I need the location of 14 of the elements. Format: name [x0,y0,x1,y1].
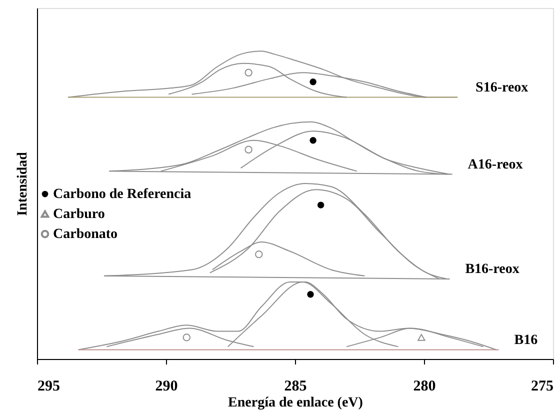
series-label: B16-reox [465,262,520,277]
legend-label: Carbono de Referencia [53,187,192,202]
x-tick-label: 275 [531,378,554,394]
x-tick-label: 280 [413,378,436,394]
x-tick-label: 295 [38,378,60,394]
x-tick-label: 285 [284,378,307,394]
series-label: A16-reox [468,157,523,172]
x-axis-title: Energía de enlace (eV) [228,396,364,410]
legend-label: Carbonato [53,227,118,242]
y-axis-title: Intensidad [16,152,30,216]
series-label: B16 [514,332,538,348]
legend-label: Carburo [53,207,105,222]
series-label: S16-reox [476,80,528,96]
x-tick-label: 290 [155,378,178,394]
